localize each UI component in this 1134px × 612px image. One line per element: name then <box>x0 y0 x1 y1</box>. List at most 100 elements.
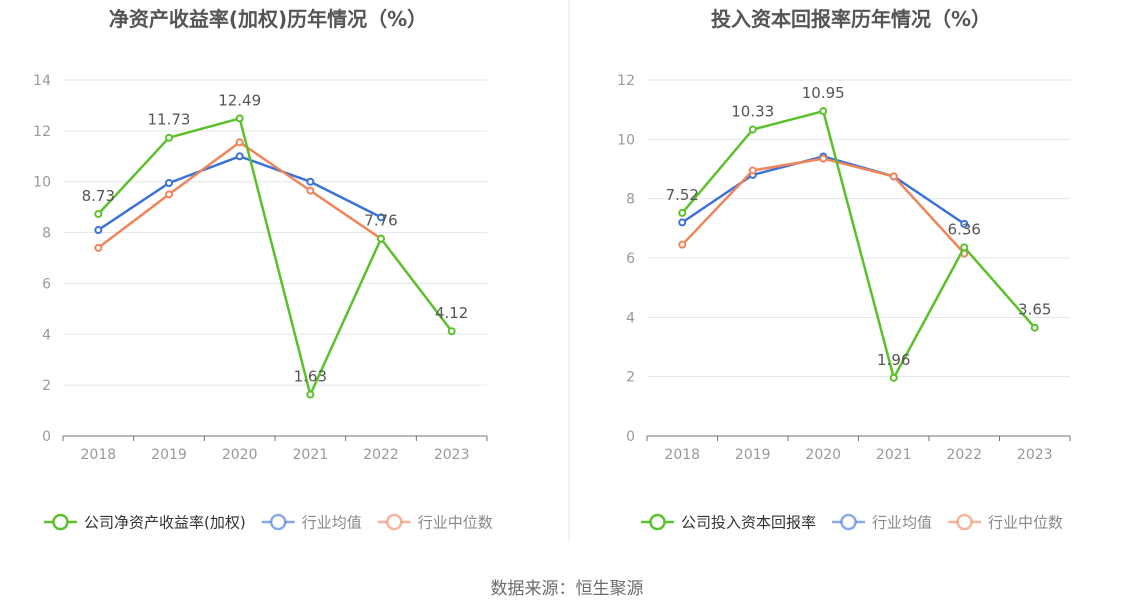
legend-marker <box>956 513 973 531</box>
legend-item[interactable]: 公司投入资本回报率 <box>641 514 816 532</box>
data-point[interactable] <box>306 390 315 399</box>
x-tick-label: 2023 <box>1017 447 1053 463</box>
data-label: 6.36 <box>948 220 981 238</box>
y-grid <box>647 79 1070 378</box>
data-point[interactable] <box>819 154 828 163</box>
chart-title: 净资产收益率(加权)历年情况（%） <box>109 7 427 31</box>
data-point[interactable] <box>748 166 757 175</box>
y-tick-label: 4 <box>42 327 51 343</box>
legend-label: 行业中位数 <box>988 514 1063 532</box>
legend-label: 公司净资产收益率(加权) <box>84 514 246 532</box>
legend-marker <box>269 513 287 531</box>
x-tick-label: 2022 <box>946 447 982 463</box>
y-tick-label: 4 <box>626 310 635 326</box>
data-point[interactable] <box>1030 323 1039 332</box>
data-point[interactable] <box>306 186 315 195</box>
data-label: 3.65 <box>1018 301 1051 319</box>
data-point[interactable] <box>748 125 757 134</box>
x-tick-label: 2018 <box>664 447 700 463</box>
y-tick-label: 0 <box>42 429 51 445</box>
chart-title: 投入资本回报率历年情况（%） <box>711 7 991 31</box>
chart-2: 投入资本回报率历年情况（%） 0 2 4 6 8 10 12 2018 2019 2020 2021 2… <box>617 7 1071 532</box>
y-grid <box>63 79 487 386</box>
x-tick-label: 2020 <box>222 447 258 463</box>
y-tick-label: 8 <box>626 192 635 208</box>
data-label: 1.96 <box>877 351 910 369</box>
data-point[interactable] <box>678 240 687 249</box>
legend-item[interactable]: 行业均值 <box>261 513 362 532</box>
y-tick-label: 6 <box>42 276 51 292</box>
legend-item[interactable]: 行业中位数 <box>948 514 1063 532</box>
data-label: 1.63 <box>294 368 327 386</box>
data-point[interactable] <box>94 210 103 219</box>
series-line <box>681 157 966 255</box>
legend-marker <box>649 513 666 531</box>
data-label: 10.33 <box>731 103 774 121</box>
data-point[interactable] <box>960 243 969 252</box>
legend: 公司投入资本回报率 行业均值 行业中位数 <box>641 514 1063 532</box>
data-label: 7.52 <box>666 186 699 204</box>
data-point[interactable] <box>165 178 173 187</box>
series-line <box>681 155 965 225</box>
legend-item[interactable]: 公司净资产收益率(加权) <box>44 514 246 532</box>
data-point[interactable] <box>306 177 315 186</box>
data-point[interactable] <box>678 218 687 227</box>
legend-label: 行业均值 <box>302 514 362 532</box>
legend: 公司净资产收益率(加权) 行业均值 行业中位数 <box>44 514 493 532</box>
legend-marker <box>840 513 857 531</box>
data-label: 11.73 <box>148 111 191 129</box>
legend-item[interactable]: 行业中位数 <box>377 513 493 532</box>
x-tick-label: 2018 <box>81 447 117 463</box>
data-point[interactable] <box>889 172 898 181</box>
data-label: 8.73 <box>82 187 115 205</box>
data-point[interactable] <box>447 327 456 336</box>
y-tick-label: 14 <box>33 73 51 89</box>
data-label: 4.12 <box>435 304 468 322</box>
data-point[interactable] <box>377 213 385 222</box>
y-tick-label: 2 <box>626 370 635 386</box>
data-label: 10.95 <box>802 84 845 102</box>
legend-label: 公司投入资本回报率 <box>681 514 816 532</box>
y-tick-label: 0 <box>626 429 635 445</box>
data-point[interactable] <box>165 190 173 199</box>
data-point[interactable] <box>889 373 898 382</box>
y-tick-label: 8 <box>42 226 51 242</box>
legend-marker <box>385 513 403 531</box>
legend-marker <box>52 513 69 531</box>
legend-label: 行业均值 <box>872 514 932 532</box>
y-tick-label: 12 <box>617 73 635 89</box>
series-line <box>97 117 453 396</box>
data-point[interactable] <box>235 114 244 123</box>
data-point[interactable] <box>235 152 244 161</box>
data-point[interactable] <box>377 234 385 243</box>
series-industry-median <box>94 138 385 252</box>
x-tick-label: 2022 <box>363 447 399 463</box>
y-tick-label: 12 <box>33 124 51 140</box>
data-point[interactable] <box>94 243 103 252</box>
data-point[interactable] <box>819 107 828 116</box>
data-label: 7.76 <box>364 212 397 230</box>
data-point[interactable] <box>235 138 244 147</box>
series-company <box>94 114 456 399</box>
data-point[interactable] <box>960 219 969 228</box>
series-industry-median <box>678 154 969 258</box>
x-tick-label: 2019 <box>151 447 187 463</box>
series-company <box>678 107 1039 382</box>
chart-1: 净资产收益率(加权)历年情况（%） 0 2 4 6 8 10 12 14 2018 2019 2020… <box>33 7 493 532</box>
data-label: 12.49 <box>218 91 261 109</box>
x-tick-label: 2020 <box>805 447 841 463</box>
data-point[interactable] <box>165 133 173 142</box>
legend-item[interactable]: 行业均值 <box>832 514 932 532</box>
data-point[interactable] <box>678 208 687 217</box>
series-industry-mean <box>94 152 385 235</box>
data-point[interactable] <box>94 226 103 235</box>
x-tick-label: 2021 <box>876 447 912 463</box>
x-tick-label: 2019 <box>735 447 771 463</box>
y-tick-label: 2 <box>42 378 51 394</box>
x-tick-label: 2023 <box>434 447 470 463</box>
y-tick-label: 10 <box>33 175 51 191</box>
legend-label: 行业中位数 <box>418 514 493 532</box>
data-source-note: 数据来源：恒生聚源 <box>490 579 644 599</box>
series-line <box>681 109 1036 380</box>
